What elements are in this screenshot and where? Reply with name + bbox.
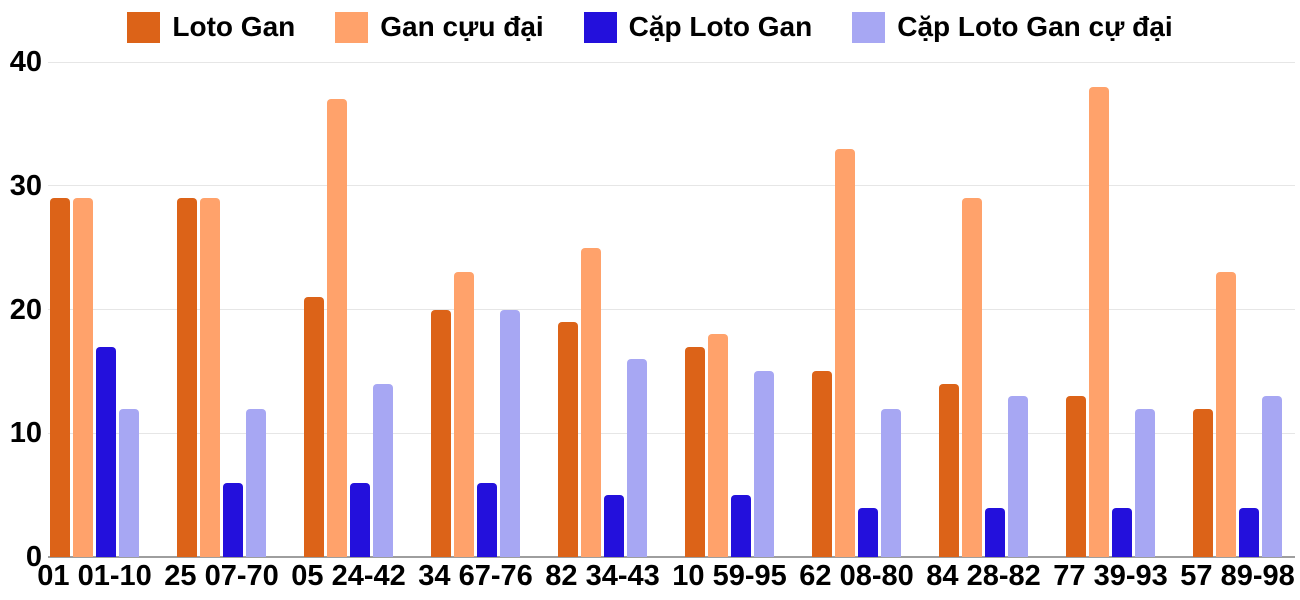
x-tick-label: 25 07-70 xyxy=(164,560,279,592)
bar-0-2[interactable] xyxy=(304,297,324,557)
legend-swatch-icon xyxy=(852,11,886,43)
legend-label: Cặp Loto Gan xyxy=(628,11,813,42)
bar-2-2[interactable] xyxy=(350,482,370,557)
bar-group-3 xyxy=(431,62,520,557)
bar-1-3[interactable] xyxy=(454,272,474,557)
bar-3-7[interactable] xyxy=(1008,396,1028,557)
legend-swatch-icon xyxy=(127,11,161,43)
bar-group-7 xyxy=(939,62,1028,557)
bar-0-7[interactable] xyxy=(939,383,959,557)
legend-swatch-icon xyxy=(583,11,617,43)
bar-group-5 xyxy=(685,62,774,557)
bar-1-9[interactable] xyxy=(1216,272,1236,557)
legend-label: Loto Gan xyxy=(172,11,296,42)
legend-item-1[interactable]: Gan cựu đại xyxy=(335,11,544,43)
bar-2-0[interactable] xyxy=(96,346,116,557)
bar-2-5[interactable] xyxy=(731,495,751,557)
bar-0-1[interactable] xyxy=(177,198,197,557)
bar-3-3[interactable] xyxy=(500,309,520,557)
bar-0-4[interactable] xyxy=(558,321,578,557)
gridline xyxy=(48,432,1295,434)
bar-0-6[interactable] xyxy=(812,371,832,557)
bar-3-0[interactable] xyxy=(119,408,139,557)
bar-1-7[interactable] xyxy=(962,198,982,557)
bar-1-0[interactable] xyxy=(73,198,93,557)
bar-0-5[interactable] xyxy=(685,346,705,557)
bar-2-8[interactable] xyxy=(1112,507,1132,557)
bar-group-9 xyxy=(1193,62,1282,557)
legend-item-0[interactable]: Loto Gan xyxy=(127,11,296,43)
bar-3-6[interactable] xyxy=(881,408,901,557)
x-tick-label: 62 08-80 xyxy=(799,560,914,592)
bar-1-4[interactable] xyxy=(581,247,601,557)
x-tick-label: 84 28-82 xyxy=(926,560,1041,592)
gridline xyxy=(48,185,1295,187)
bar-1-2[interactable] xyxy=(327,99,347,557)
legend-label: Cặp Loto Gan cự đại xyxy=(897,11,1173,42)
y-tick-label: 10 xyxy=(9,417,42,450)
bar-2-7[interactable] xyxy=(985,507,1005,557)
x-axis-line xyxy=(48,556,1295,558)
bar-group-6 xyxy=(812,62,901,557)
bar-3-8[interactable] xyxy=(1135,408,1155,557)
x-tick-label: 82 34-43 xyxy=(545,560,660,592)
bar-0-3[interactable] xyxy=(431,309,451,557)
bar-0-8[interactable] xyxy=(1066,396,1086,557)
y-tick-label: 0 xyxy=(25,541,42,573)
bar-3-1[interactable] xyxy=(246,408,266,557)
x-tick-label: 77 39-93 xyxy=(1053,560,1168,592)
bar-group-8 xyxy=(1066,62,1155,557)
chart-legend: Loto Gan Gan cựu đại Cặp Loto Gan Cặp Loto … xyxy=(0,8,1300,46)
bar-3-4[interactable] xyxy=(627,359,647,557)
legend-swatch-icon xyxy=(335,11,369,43)
bar-2-1[interactable] xyxy=(223,482,243,557)
bar-3-5[interactable] xyxy=(754,371,774,557)
bar-2-9[interactable] xyxy=(1239,507,1259,557)
bar-1-8[interactable] xyxy=(1089,86,1109,557)
gridline xyxy=(48,61,1295,63)
x-tick-label: 05 24-42 xyxy=(291,560,406,592)
y-tick-label: 40 xyxy=(9,46,42,78)
bar-2-6[interactable] xyxy=(858,507,878,557)
bar-group-0 xyxy=(50,62,139,557)
bar-0-9[interactable] xyxy=(1193,408,1213,557)
x-tick-label: 10 59-95 xyxy=(672,560,787,592)
bar-1-5[interactable] xyxy=(708,334,728,557)
bar-group-4 xyxy=(558,62,647,557)
bar-3-9[interactable] xyxy=(1262,396,1282,557)
legend-item-3[interactable]: Cặp Loto Gan cự đại xyxy=(852,11,1173,43)
bar-3-2[interactable] xyxy=(373,383,393,557)
x-tick-label: 34 67-76 xyxy=(418,560,533,592)
gridline xyxy=(48,309,1295,310)
x-tick-label: 01 01-10 xyxy=(37,560,152,592)
legend-item-2[interactable]: Cặp Loto Gan xyxy=(583,11,813,43)
y-tick-label: 30 xyxy=(9,169,42,202)
bar-2-3[interactable] xyxy=(477,482,497,557)
bar-1-1[interactable] xyxy=(200,198,220,557)
x-tick-label: 57 89-98 xyxy=(1180,560,1295,592)
bar-group-2 xyxy=(304,62,393,557)
bar-2-4[interactable] xyxy=(604,495,624,557)
y-tick-label: 20 xyxy=(9,293,42,326)
bar-0-0[interactable] xyxy=(50,198,70,557)
bar-group-1 xyxy=(177,62,266,557)
legend-label: Gan cựu đại xyxy=(380,11,544,42)
plot-area xyxy=(48,61,1295,558)
bar-1-6[interactable] xyxy=(835,148,855,557)
